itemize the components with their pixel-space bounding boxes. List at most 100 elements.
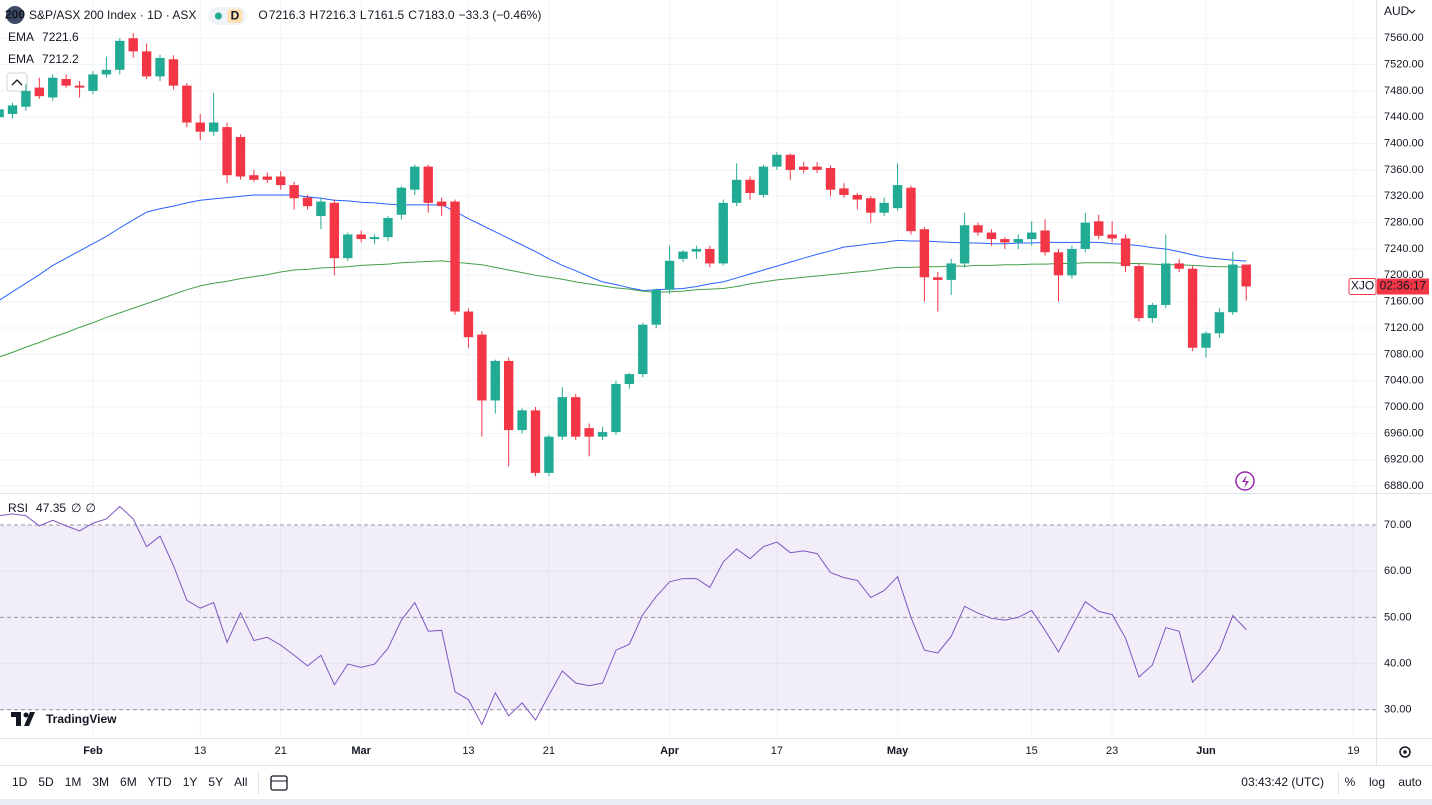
scale-option[interactable]: %: [1345, 775, 1356, 789]
range-button[interactable]: 1M: [65, 775, 82, 789]
candle-body: [638, 324, 648, 375]
candle-body: [731, 179, 742, 203]
candle-body: [115, 40, 125, 70]
indicator-name: EMA: [8, 30, 34, 44]
calendar-icon[interactable]: [270, 775, 288, 791]
candle-body: [1134, 266, 1144, 319]
scale-option[interactable]: log: [1369, 775, 1385, 789]
calendar-button[interactable]: [270, 775, 288, 791]
candle-body: [986, 232, 997, 240]
candle-body: [973, 225, 983, 233]
candle-body: [892, 185, 903, 209]
symbol-badge-text: 200: [5, 8, 25, 22]
chevron: [1408, 9, 1416, 14]
candle-body: [128, 38, 138, 52]
time-tick-label: 13: [194, 745, 206, 757]
price-tick-label: 7200.00: [1384, 269, 1424, 281]
candle-body: [571, 397, 581, 437]
rsi-tick-label: 60.00: [1384, 565, 1412, 577]
candle-body: [1107, 234, 1117, 239]
candle-body: [1040, 230, 1050, 253]
time-tick-label: May: [887, 745, 909, 757]
time-tick-label: 21: [275, 745, 287, 757]
collapse-box[interactable]: [6, 72, 28, 92]
candle-body: [879, 202, 889, 213]
ohlc-key: H: [309, 8, 318, 22]
candle-body: [316, 201, 326, 217]
candle-body: [1241, 264, 1251, 287]
candle-body: [1228, 264, 1238, 313]
ohlc-value: 7216.3: [269, 8, 306, 22]
candle-body: [651, 289, 661, 325]
price-tag-box: [1377, 278, 1429, 295]
candle-body: [584, 428, 594, 437]
candle-body: [1094, 221, 1104, 236]
time-tick-label: Apr: [660, 745, 680, 757]
candle-body: [1147, 304, 1158, 319]
candle-body: [839, 188, 849, 195]
price-tick-label: 7040.00: [1384, 375, 1424, 387]
candle-body: [1067, 248, 1077, 276]
candle-body: [1201, 333, 1211, 348]
candle-body: [302, 197, 313, 207]
candle-body: [718, 202, 728, 264]
time-tick-label: 23: [1106, 745, 1118, 757]
range-button[interactable]: 1Y: [183, 775, 198, 789]
candle-body: [852, 194, 863, 200]
candle-body: [799, 166, 809, 170]
candle-body: [276, 176, 286, 186]
lightning-icon[interactable]: [1235, 471, 1255, 491]
candle-body: [48, 77, 58, 98]
range-button[interactable]: YTD: [148, 775, 172, 789]
rsi-tick-label: 70.00: [1384, 519, 1412, 531]
symbol-tag-box: [1348, 278, 1377, 296]
candle-body: [745, 179, 755, 193]
candle-body: [946, 263, 956, 280]
candle-body: [785, 154, 795, 170]
scale-option[interactable]: auto: [1398, 775, 1422, 789]
range-button[interactable]: All: [234, 775, 247, 789]
range-button[interactable]: 3M: [92, 775, 109, 789]
candle-body: [195, 122, 205, 132]
candle-body: [1174, 263, 1184, 269]
candle-body: [141, 51, 152, 77]
candle-body: [517, 410, 527, 431]
logo-dot: [23, 712, 29, 718]
price-tick-label: 7120.00: [1384, 322, 1424, 334]
range-button[interactable]: 5Y: [208, 775, 223, 789]
range-button[interactable]: 1D: [12, 775, 28, 789]
candle-body: [410, 166, 420, 190]
price-tick-label: 7080.00: [1384, 348, 1424, 360]
candle-body: [208, 122, 219, 132]
candle-body: [557, 397, 568, 437]
gear[interactable]: [1399, 746, 1411, 758]
time-tick-label: 15: [1026, 745, 1038, 757]
price-tick-label: 7280.00: [1384, 217, 1424, 229]
candle-body: [343, 234, 353, 259]
candle-body: [1120, 238, 1131, 267]
candle-body: [235, 136, 246, 177]
range-button[interactable]: 6M: [120, 775, 137, 789]
currency[interactable]: AUD: [1384, 4, 1410, 18]
range-button[interactable]: 5D: [38, 775, 54, 789]
candle-body: [423, 166, 433, 203]
candle-body: [866, 198, 876, 213]
logo-mark: [11, 712, 35, 726]
clock: 03:43:42 (UTC): [1241, 775, 1324, 789]
candle-body: [450, 201, 460, 312]
collapse-button[interactable]: [6, 72, 28, 92]
price-tick-label: 7400.00: [1384, 137, 1424, 149]
currency-button[interactable]: AUD: [1384, 4, 1416, 18]
candle-body: [477, 334, 487, 401]
market-badge: [227, 9, 243, 23]
price-tick-label: 7560.00: [1384, 32, 1424, 44]
candle-body: [503, 360, 514, 431]
bottom-strip: [0, 799, 1432, 805]
candle-body: [182, 85, 192, 123]
candle-body: [1000, 239, 1010, 243]
price-tick-label: 7240.00: [1384, 243, 1424, 255]
settings-button[interactable]: [1399, 746, 1411, 758]
candle-body: [611, 383, 621, 433]
ema-line: [0, 194, 1247, 301]
rsi-line: [0, 505, 1247, 726]
